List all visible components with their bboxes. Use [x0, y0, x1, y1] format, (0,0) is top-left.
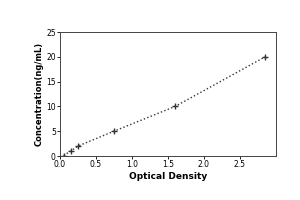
- X-axis label: Optical Density: Optical Density: [129, 172, 207, 181]
- Y-axis label: Concentration(ng/mL): Concentration(ng/mL): [34, 42, 43, 146]
